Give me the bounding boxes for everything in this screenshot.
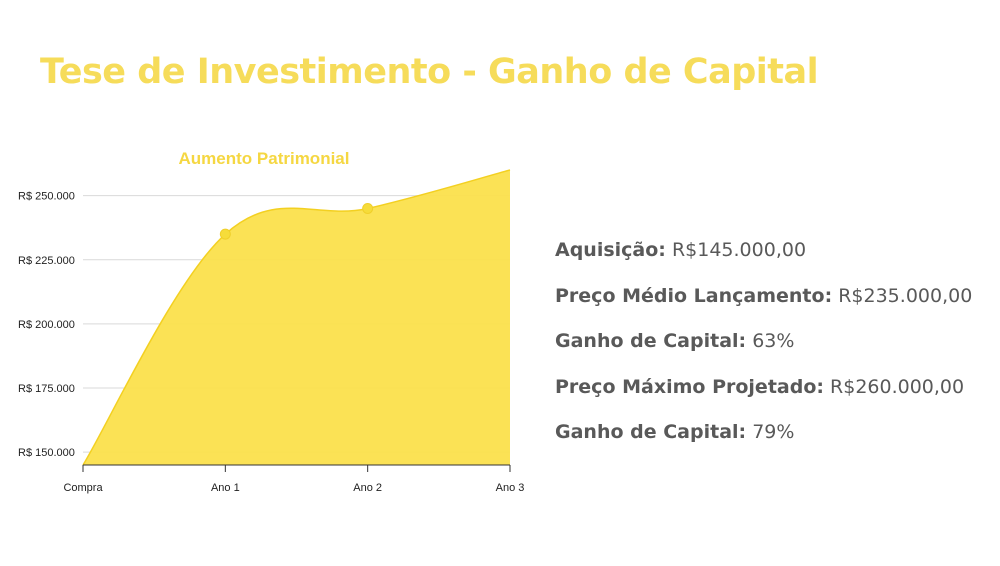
stat-value: 63% — [752, 330, 795, 352]
y-tick-label: R$ 175.000 — [18, 383, 75, 395]
y-tick-label: R$ 150.000 — [18, 447, 75, 459]
stat-label: Ganho de Capital: — [555, 421, 747, 443]
data-points — [219, 202, 374, 240]
stat-value: R$145.000,00 — [671, 239, 807, 261]
page-title: Tese de Investimento - Ganho de Capital — [40, 52, 819, 92]
x-tick-label: Ano 2 — [353, 482, 382, 494]
area-chart: Aumento Patrimonial R$ 150.000 R$ 175.000… — [18, 149, 525, 494]
x-tick-label: Compra — [63, 482, 103, 494]
chart-title: Aumento Patrimonial — [179, 149, 350, 168]
x-tick-label: Ano 1 — [211, 482, 240, 494]
y-tick-label: R$ 200.000 — [18, 319, 75, 331]
y-axis-labels: R$ 150.000 R$ 175.000 R$ 200.000 R$ 225.000… — [18, 191, 75, 460]
y-tick-label: R$ 250.000 — [18, 191, 75, 203]
series-line — [82, 169, 511, 466]
stat-capital-gain-1: Ganho de Capital: 63% — [555, 327, 985, 373]
stat-capital-gain-2: Ganho de Capital: 79% — [555, 418, 985, 464]
stat-value: R$235.000,00 — [838, 284, 973, 307]
stat-label: Preço Máximo Projetado: — [555, 375, 824, 398]
stat-label: Aquisição: — [555, 239, 666, 261]
stat-value: R$260.000,00 — [830, 375, 965, 398]
stat-label: Ganho de Capital: — [555, 330, 747, 352]
stats-panel: Aquisição: R$145.000,00 Preço Médio Lanç… — [555, 236, 985, 464]
stat-acquisition: Aquisição: R$145.000,00 — [555, 236, 985, 282]
stat-label: Preço Médio Lançamento: — [555, 284, 833, 307]
stat-value: 79% — [752, 421, 795, 443]
area-fill — [83, 170, 510, 465]
data-point — [362, 202, 374, 214]
x-axis: Compra Ano 1 Ano 2 Ano 3 — [63, 464, 525, 494]
data-point — [219, 228, 231, 240]
series-area — [82, 169, 511, 466]
stat-max-projected-price: Preço Máximo Projetado: R$260.000,00 — [555, 373, 985, 419]
stat-average-launch-price: Preço Médio Lançamento: R$235.000,00 — [555, 282, 985, 328]
y-tick-label: R$ 225.000 — [18, 255, 75, 267]
x-tick-label: Ano 3 — [496, 482, 525, 494]
